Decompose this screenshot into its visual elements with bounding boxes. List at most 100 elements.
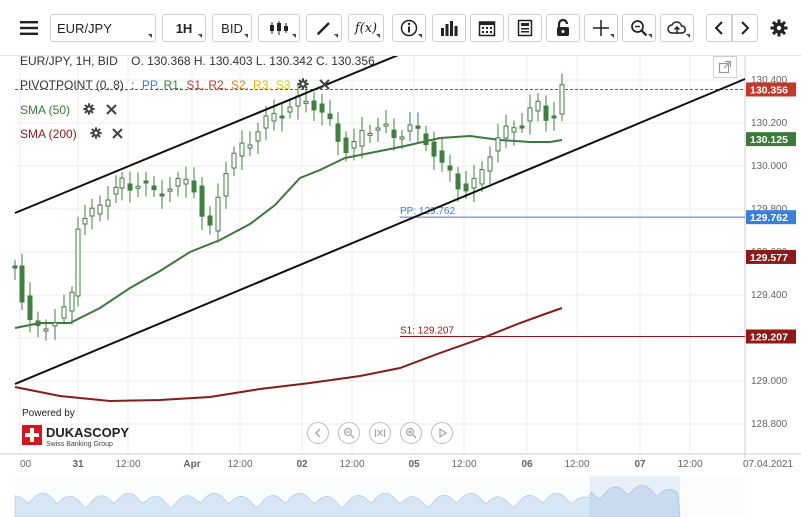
trend-line-lower (14, 78, 746, 385)
zoom-out-button[interactable] (338, 422, 360, 444)
candle-body (231, 152, 237, 169)
candle-body (135, 185, 141, 189)
x-tick-label: 06 (521, 459, 533, 470)
settings-button[interactable] (764, 14, 794, 42)
trend-channel[interactable] (14, 56, 746, 385)
candle-body (35, 320, 41, 326)
drawing-tools-button[interactable] (306, 14, 342, 42)
news-button[interactable] (508, 14, 542, 42)
close-icon[interactable] (319, 79, 330, 90)
reset-zoom-button[interactable] (369, 422, 391, 444)
candle-body (527, 107, 533, 122)
candle-body (327, 113, 333, 120)
cloud-upload-icon (667, 21, 686, 34)
candle-body (375, 127, 381, 131)
brand-sub: Swiss Banking Group (46, 441, 113, 448)
chevron-down-icon (418, 34, 422, 38)
candles-icon (270, 21, 288, 35)
y-tick-label: 128.800 (751, 419, 788, 430)
sma50-price-box-bg (746, 132, 796, 147)
chart-type-button[interactable] (258, 14, 300, 42)
candle-body (511, 127, 517, 133)
candle-body (423, 133, 429, 146)
price-chart[interactable]: PP: 129.762S1: 129.207 130.400130.200130… (0, 56, 801, 517)
gear-icon[interactable] (90, 127, 102, 139)
y-tick-label: 130.200 (751, 118, 788, 129)
candle-body (471, 177, 477, 189)
volume-window (590, 476, 680, 517)
sma200-label: SMA (200) (20, 127, 77, 141)
candle-body (311, 100, 317, 111)
x-tick-label: 12:00 (564, 459, 589, 470)
candle-body (207, 215, 213, 226)
zoom-in-button[interactable] (400, 422, 422, 444)
gear-icon[interactable] (297, 78, 309, 90)
cloud-upload-button[interactable] (660, 14, 694, 42)
close-icon[interactable] (112, 128, 124, 139)
nav-forward-button[interactable] (431, 422, 453, 444)
candle-body (551, 115, 557, 119)
candle-body (52, 322, 58, 327)
y-tick-label: 130.000 (751, 161, 788, 172)
crosshair-button[interactable] (584, 14, 618, 42)
scroll-right-button[interactable] (732, 14, 758, 42)
dukascopy-logo[interactable]: DUKASCOPY Swiss Banking Group (22, 422, 132, 448)
info-icon (400, 19, 418, 37)
candle-body (151, 185, 157, 191)
s1-price-box-text: 129.207 (750, 331, 788, 343)
grid (0, 56, 801, 458)
candle-body (89, 207, 95, 217)
lock-icon (557, 19, 569, 36)
indicators-button[interactable]: f(x) (348, 14, 384, 42)
calendar-button[interactable] (470, 14, 504, 42)
sma200-curve (14, 307, 563, 403)
sma200-price-box-bg (746, 249, 796, 264)
candle-body (175, 178, 181, 187)
timeframe-label: 1H (175, 20, 193, 36)
close-icon[interactable] (105, 104, 117, 115)
lock-button[interactable] (546, 14, 580, 42)
chevron-down-icon (334, 34, 338, 38)
x-tick-label: 12:00 (677, 459, 702, 470)
candle-body (239, 142, 245, 157)
calendar-icon (478, 21, 496, 37)
pencil-icon (317, 22, 330, 35)
candle-body (319, 103, 325, 113)
zoom-button[interactable] (622, 14, 656, 42)
x-tick-label: 31 (72, 459, 84, 470)
legend-sma50[interactable]: SMA (50) (20, 103, 117, 117)
scroll-left-button[interactable] (706, 14, 732, 42)
volume-button[interactable] (432, 14, 466, 42)
legend-ohlc: O. 130.368 H. 130.403 L. 130.342 C. 130.… (131, 54, 375, 68)
brand-name: DUKASCOPY (46, 425, 129, 440)
candle-body (215, 196, 221, 232)
x-axis: 00 31 12:00 Apr 12:00 02 12:00 05 12:00 06 12:00 07… (20, 459, 793, 470)
symbol-select[interactable]: EUR/JPY (50, 14, 156, 42)
zoom-icon (631, 20, 648, 37)
candle-body (391, 129, 397, 139)
legend-pivot[interactable]: PIVOTPOINT (0, 8) : PP, R1, S1, R2, S2, R3, S3 (20, 78, 330, 92)
gear-icon[interactable] (83, 103, 96, 115)
candle-body (367, 132, 373, 136)
candle-body (105, 199, 111, 207)
pp-price-box-text: 129.762 (750, 212, 788, 224)
pivot-level-label: S1, (186, 78, 205, 92)
chevron-left-icon (314, 428, 321, 438)
menu-button[interactable] (12, 14, 46, 42)
side-select[interactable]: BID (212, 14, 252, 42)
last-price-box-text: 130.356 (750, 84, 788, 96)
timeframe-select[interactable]: 1H (162, 14, 206, 42)
s1-label: S1: 129.207 (400, 325, 454, 336)
powered-by-label: Powered by (22, 408, 75, 419)
legend-instrument: EUR/JPY, 1H, BID (20, 54, 118, 68)
nav-back-button[interactable] (307, 422, 329, 444)
candle-body (487, 156, 493, 172)
info-button[interactable] (392, 14, 426, 42)
pivot-level-label: S2, (231, 78, 250, 92)
legend-sma200[interactable]: SMA (200) (20, 127, 124, 141)
export-chart-button[interactable] (713, 56, 737, 78)
candle-body (12, 265, 18, 269)
y-tick-label: 129.400 (751, 290, 788, 301)
chevron-down-icon (686, 34, 690, 38)
sma50-line (14, 134, 563, 329)
